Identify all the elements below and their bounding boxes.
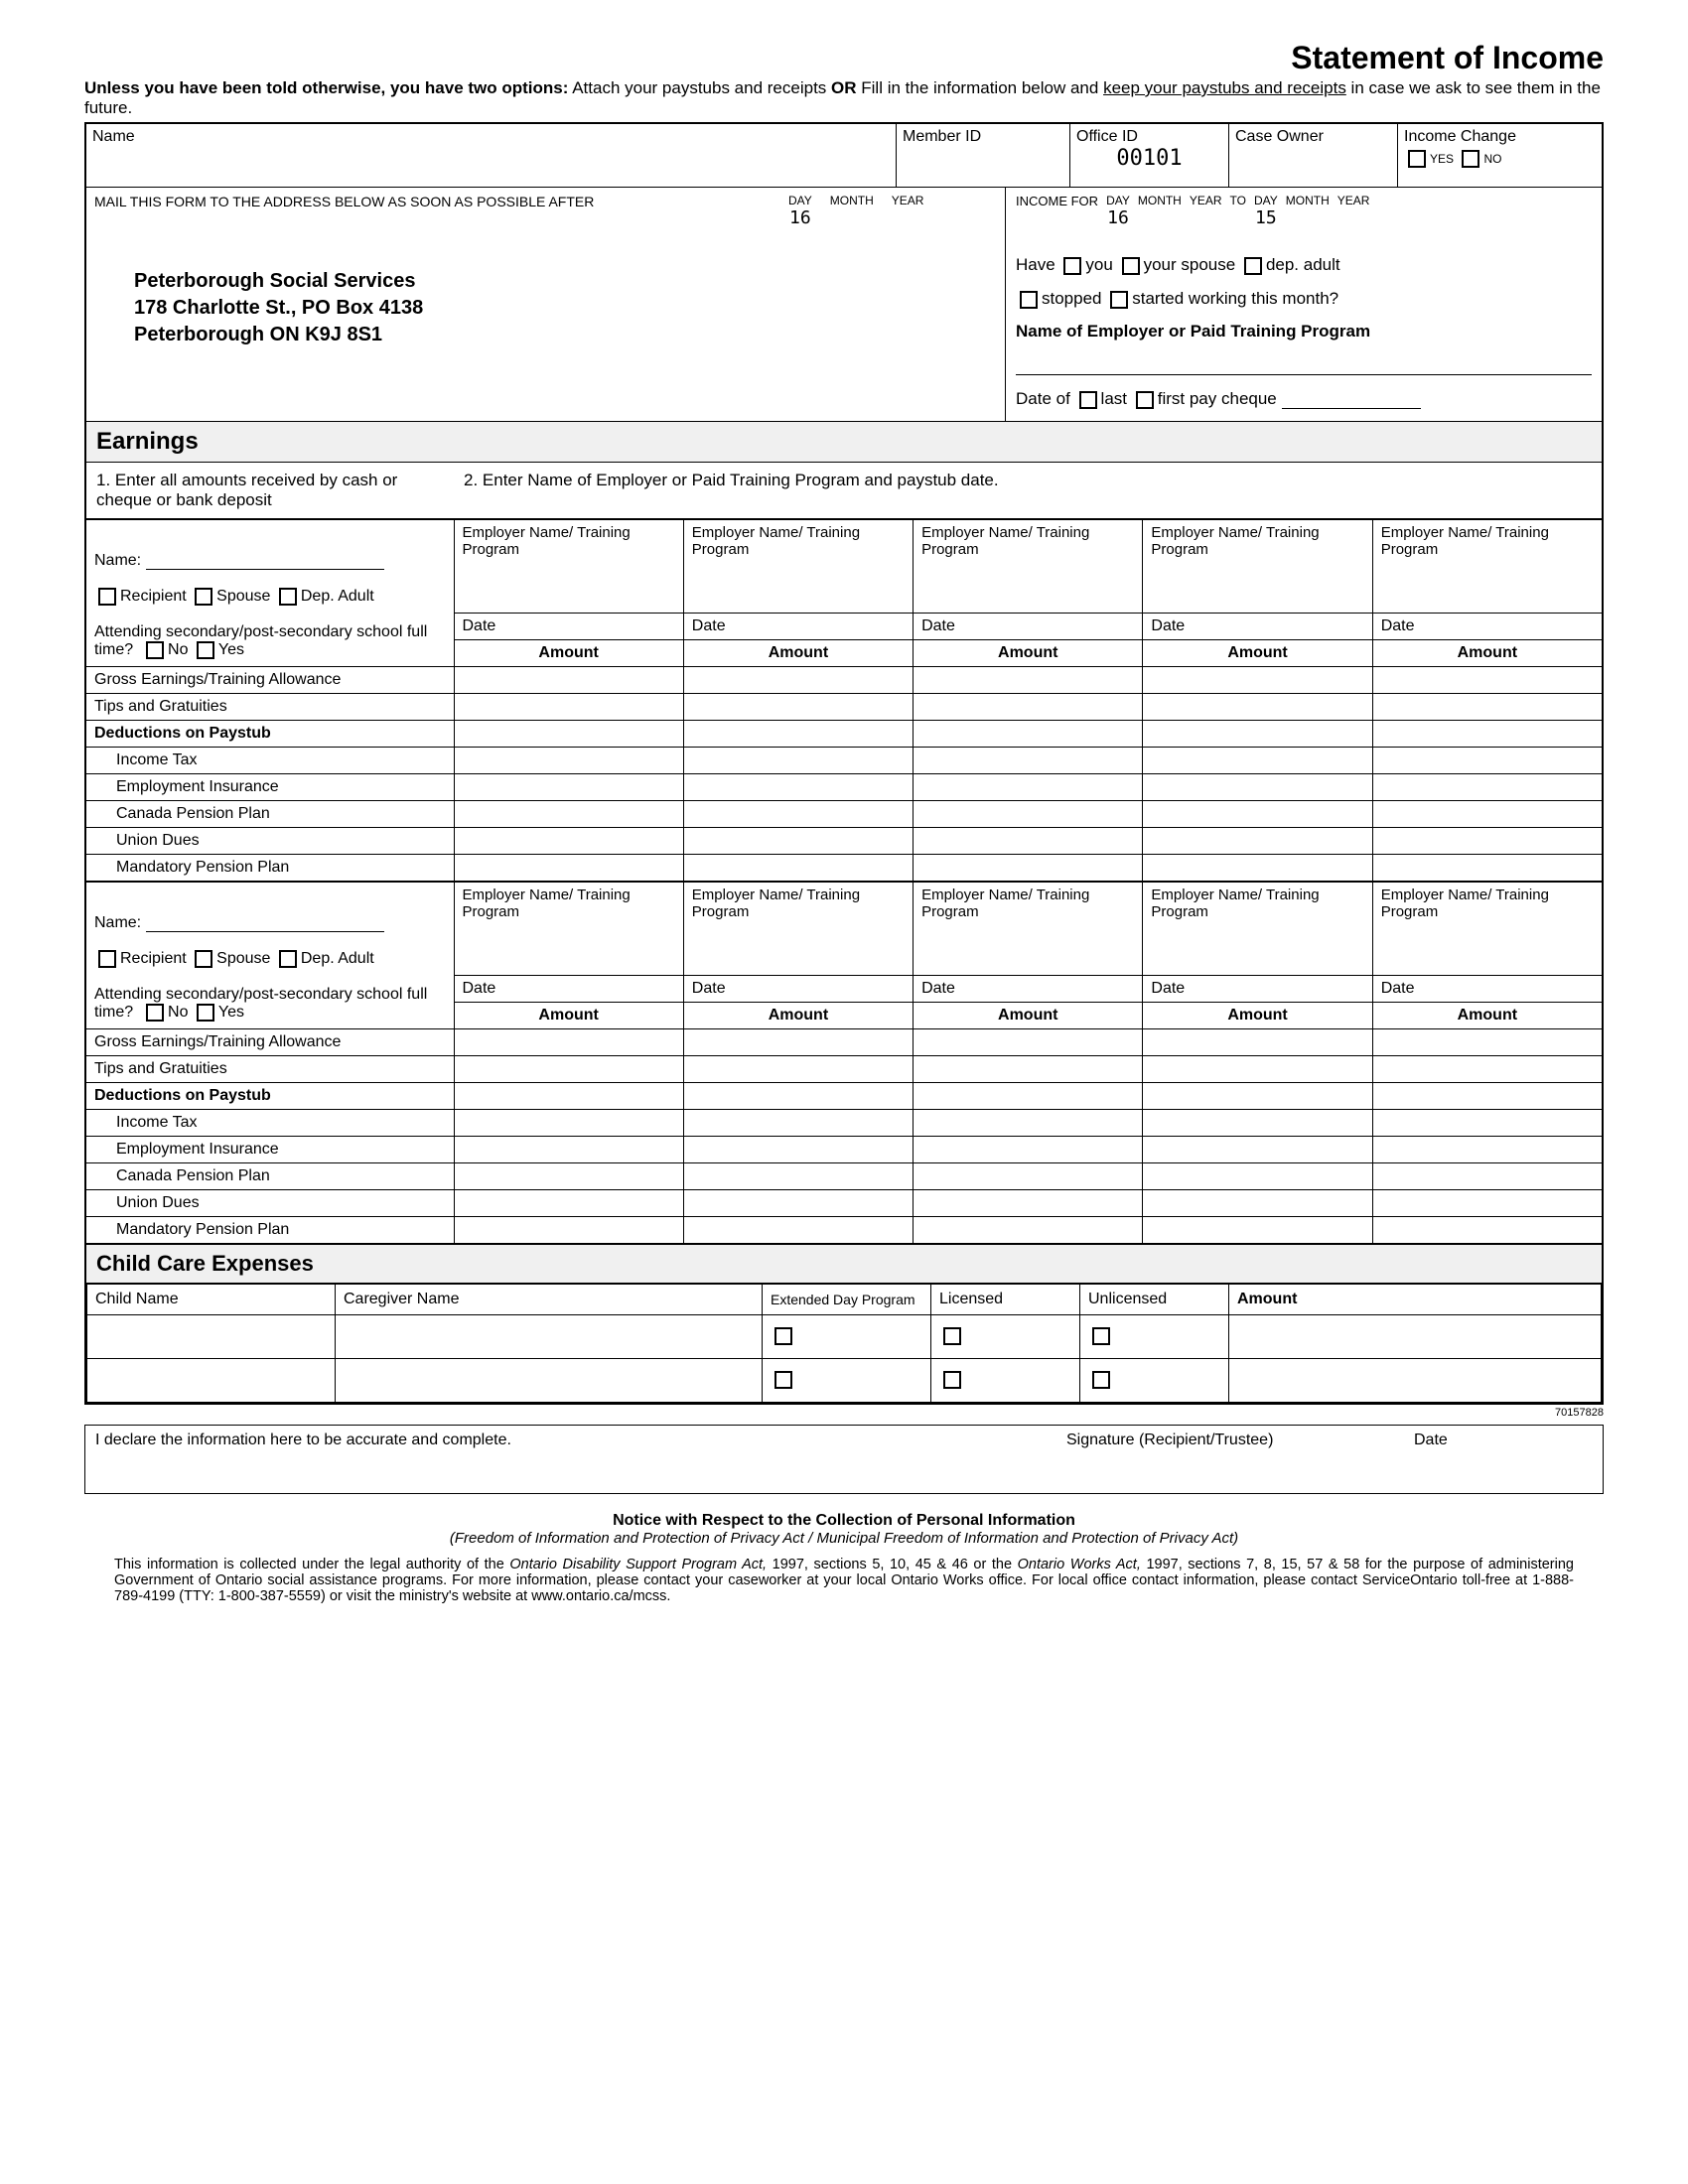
childcare-row[interactable]	[87, 1315, 1602, 1359]
d1: DAY	[1106, 194, 1130, 207]
to-lbl: TO	[1230, 194, 1246, 228]
mail-instruction: MAIL THIS FORM TO THE ADDRESS BELOW AS S…	[94, 194, 788, 228]
first-checkbox[interactable]	[1136, 391, 1154, 409]
mail-right: INCOME FOR DAY16 MONTH YEAR TO DAY15 MON…	[1006, 188, 1602, 421]
childcare-heading: Child Care Expenses	[86, 1244, 1602, 1284]
mail-left: MAIL THIS FORM TO THE ADDRESS BELOW AS S…	[86, 188, 1006, 421]
year-lbl: YEAR	[892, 194, 924, 228]
case-owner-cell[interactable]: Case Owner	[1229, 124, 1398, 187]
lic-checkbox-1[interactable]	[943, 1327, 961, 1345]
m2: MONTH	[1286, 194, 1330, 228]
have-lbl: Have	[1016, 255, 1055, 274]
first-lbl: first pay cheque	[1158, 389, 1277, 408]
dep-adult-lbl: dep. adult	[1266, 255, 1340, 274]
declaration-date-label[interactable]: Date	[1404, 1426, 1603, 1493]
mail-day: 16	[788, 207, 812, 228]
form-number: 70157828	[84, 1407, 1604, 1419]
intro-or: OR	[831, 78, 857, 97]
case-owner-label: Case Owner	[1235, 128, 1391, 146]
paycheque-date-input[interactable]	[1282, 393, 1421, 409]
intro-underline: keep your paystubs and receipts	[1103, 78, 1346, 97]
nb2: 1997, sections 5, 10, 45 & 46 or the	[767, 1557, 1018, 1572]
declaration-text: I declare the information here to be acc…	[85, 1426, 1056, 1493]
income-change-cell: Income Change YES NO	[1398, 124, 1602, 187]
unlicensed-header: Unlicensed	[1080, 1285, 1229, 1315]
act1: Ontario Disability Support Program Act,	[509, 1557, 767, 1572]
signature-label[interactable]: Signature (Recipient/Trustee)	[1056, 1426, 1404, 1493]
intro-text: Unless you have been told otherwise, you…	[84, 78, 1604, 118]
intro-2: Fill in the information below and	[857, 78, 1104, 97]
notice-title: Notice with Respect to the Collection of…	[84, 1512, 1604, 1530]
d2: DAY	[1254, 194, 1278, 207]
child-name-header: Child Name	[87, 1285, 336, 1315]
form-box: Name Member ID Office ID 00101 Case Owne…	[84, 122, 1604, 1405]
earnings-instr2: 2. Enter Name of Employer or Paid Traini…	[454, 463, 1602, 518]
addr-line1: Peterborough Social Services	[134, 268, 997, 295]
intro-bold: Unless you have been told otherwise, you…	[84, 78, 568, 97]
employer-name-label: Name of Employer or Paid Training Progra…	[1016, 322, 1592, 341]
member-id-cell[interactable]: Member ID	[897, 124, 1070, 187]
office-id-cell: Office ID 00101	[1070, 124, 1229, 187]
mailing-address: Peterborough Social Services 178 Charlot…	[134, 268, 997, 348]
last-lbl: last	[1101, 389, 1127, 408]
month-lbl: MONTH	[830, 194, 874, 228]
ext-checkbox-1[interactable]	[774, 1327, 792, 1345]
earnings-instr1: 1. Enter all amounts received by cash or…	[86, 463, 454, 518]
income-change-yes-checkbox[interactable]	[1408, 150, 1426, 168]
act2: Ontario Works Act,	[1018, 1557, 1141, 1572]
started-lbl: started working this month?	[1132, 289, 1338, 308]
yes-label: YES	[1430, 152, 1454, 166]
started-checkbox[interactable]	[1110, 291, 1128, 309]
you-checkbox[interactable]	[1063, 257, 1081, 275]
you-lbl: you	[1085, 255, 1112, 274]
earnings-table-2: Name: Recipient Spouse Dep. AdultAttendi…	[86, 882, 1602, 1244]
intro-1: Attach your paystubs and receipts	[568, 78, 831, 97]
no-label: NO	[1483, 152, 1501, 166]
income-change-no-checkbox[interactable]	[1462, 150, 1479, 168]
earnings-table-1: Name: Recipient Spouse Dep. AdultAttendi…	[86, 519, 1602, 882]
m1: MONTH	[1138, 194, 1182, 228]
name-label: Name	[92, 128, 890, 146]
name-cell[interactable]: Name	[86, 124, 897, 187]
unlic-checkbox-1[interactable]	[1092, 1327, 1110, 1345]
nb1: This information is collected under the …	[114, 1557, 509, 1572]
notice-body: This information is collected under the …	[84, 1557, 1604, 1604]
stopped-checkbox[interactable]	[1020, 291, 1038, 309]
dep-adult-checkbox[interactable]	[1244, 257, 1262, 275]
childcare-row[interactable]	[87, 1359, 1602, 1403]
addr-line3: Peterborough ON K9J 8S1	[134, 322, 997, 348]
page-title: Statement of Income	[84, 40, 1604, 76]
income-change-label: Income Change	[1404, 128, 1596, 146]
ext-checkbox-2[interactable]	[774, 1371, 792, 1389]
income-to-day: 15	[1254, 207, 1278, 228]
y1: YEAR	[1190, 194, 1222, 228]
licensed-header: Licensed	[931, 1285, 1080, 1315]
lic-checkbox-2[interactable]	[943, 1371, 961, 1389]
unlic-checkbox-2[interactable]	[1092, 1371, 1110, 1389]
spouse-checkbox[interactable]	[1122, 257, 1140, 275]
employer-name-input[interactable]	[1016, 347, 1592, 375]
childcare-amount-header: Amount	[1229, 1285, 1602, 1315]
y2: YEAR	[1337, 194, 1370, 228]
income-for-label: INCOME FOR	[1016, 194, 1098, 228]
date-of-lbl: Date of	[1016, 389, 1070, 408]
stopped-lbl: stopped	[1042, 289, 1102, 308]
spouse-lbl: your spouse	[1144, 255, 1236, 274]
notice-subtitle: (Freedom of Information and Protection o…	[84, 1530, 1604, 1547]
income-from-day: 16	[1106, 207, 1130, 228]
extended-header: Extended Day Program	[763, 1285, 931, 1315]
earnings-heading: Earnings	[86, 422, 1602, 463]
declaration-box: I declare the information here to be acc…	[84, 1425, 1604, 1494]
member-id-label: Member ID	[903, 128, 1063, 146]
childcare-table: Child Name Caregiver Name Extended Day P…	[86, 1284, 1602, 1403]
caregiver-header: Caregiver Name	[336, 1285, 763, 1315]
office-id-label: Office ID	[1076, 128, 1222, 146]
last-checkbox[interactable]	[1079, 391, 1097, 409]
day-lbl: DAY	[788, 194, 812, 207]
office-id-value: 00101	[1076, 146, 1222, 171]
addr-line2: 178 Charlotte St., PO Box 4138	[134, 295, 997, 322]
